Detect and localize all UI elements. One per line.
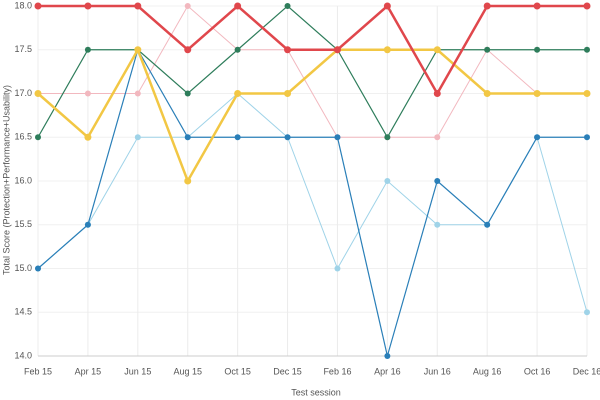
data-point	[484, 46, 491, 53]
data-point	[533, 90, 541, 97]
data-point	[383, 2, 391, 10]
data-point	[433, 46, 441, 54]
data-point	[35, 134, 41, 141]
data-point	[234, 2, 242, 10]
data-point	[384, 353, 391, 359]
data-point	[583, 90, 591, 97]
data-point	[384, 134, 391, 141]
series-line	[38, 4, 587, 97]
data-point	[84, 133, 92, 141]
data-point	[284, 46, 292, 54]
data-point	[84, 2, 92, 10]
data-point	[333, 46, 341, 54]
data-point	[284, 90, 292, 97]
data-point	[284, 3, 291, 9]
data-point	[383, 46, 391, 54]
data-point	[134, 46, 142, 54]
x-tick-label: Apr 16	[374, 366, 401, 376]
y-tick-label: 15.0	[14, 263, 32, 273]
y-tick-label: 14.5	[14, 307, 32, 317]
data-point	[334, 134, 341, 141]
data-point	[483, 2, 491, 10]
series-line	[37, 48, 587, 357]
x-tick-label: Feb 15	[24, 366, 52, 376]
data-point	[84, 90, 91, 97]
data-point	[184, 3, 191, 9]
data-point	[234, 46, 241, 53]
series-line	[37, 46, 587, 184]
y-tick-label: 16.0	[14, 175, 32, 185]
y-tick-label: 17.0	[14, 88, 32, 98]
x-tick-label: Dec 16	[573, 366, 600, 376]
data-point	[584, 46, 590, 53]
x-tick-label: Jun 16	[424, 366, 451, 376]
y-tick-label: 17.5	[14, 44, 32, 54]
data-point	[134, 2, 142, 10]
x-tick-label: Oct 16	[524, 366, 551, 376]
data-point	[84, 221, 91, 228]
y-tick-label: 15.5	[14, 219, 32, 229]
data-point	[35, 265, 41, 272]
data-point	[184, 46, 192, 54]
data-point	[134, 90, 141, 97]
data-point	[484, 221, 491, 228]
x-tick-label: Dec 15	[273, 366, 302, 376]
data-point	[434, 178, 441, 184]
data-point	[583, 2, 591, 10]
x-tick-label: Aug 16	[473, 366, 502, 376]
data-point	[584, 309, 590, 316]
data-point	[434, 134, 441, 141]
data-point	[34, 90, 42, 97]
data-point	[284, 134, 291, 141]
data-point	[134, 134, 141, 141]
x-tick-label: Feb 16	[323, 366, 351, 376]
series-line	[37, 5, 587, 139]
data-point	[483, 90, 491, 97]
data-point	[184, 90, 191, 97]
data-point	[184, 177, 192, 185]
data-point	[434, 221, 441, 228]
data-point	[234, 90, 242, 97]
x-tick-label: Jun 15	[124, 366, 151, 376]
series-line	[37, 92, 588, 313]
data-point	[534, 134, 541, 141]
y-axis-title: Total Score (Protection+Performance+Usab…	[1, 85, 11, 275]
y-tick-label: 16.5	[14, 132, 32, 142]
data-point	[234, 134, 241, 141]
y-tick-label: 18.0	[14, 0, 32, 10]
x-tick-label: Oct 15	[224, 366, 251, 376]
y-tick-label: 14.0	[14, 350, 32, 360]
data-point	[184, 134, 191, 141]
x-tick-label: Apr 15	[75, 366, 102, 376]
data-point	[433, 90, 441, 97]
series-line	[38, 5, 587, 138]
data-point	[584, 134, 590, 141]
x-tick-label: Aug 15	[173, 366, 202, 376]
data-point	[34, 2, 42, 10]
data-point	[84, 46, 91, 53]
data-point	[533, 2, 541, 10]
x-axis-title: Test session	[291, 387, 341, 397]
data-point	[334, 265, 341, 272]
data-point	[534, 46, 541, 53]
data-point	[384, 178, 391, 184]
